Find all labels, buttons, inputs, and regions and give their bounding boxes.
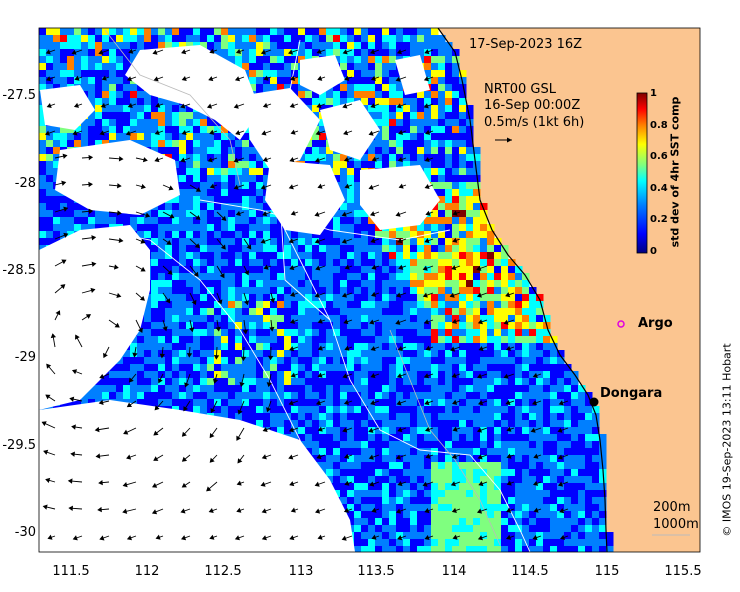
current-product-label: NRT00 GSL xyxy=(484,82,556,97)
dongara-label: Dongara xyxy=(600,386,663,401)
x-tick: 111.5 xyxy=(52,564,90,579)
current-scale-label: 0.5m/s (1kt 6h) xyxy=(484,115,585,130)
x-tick: 114.5 xyxy=(511,564,549,579)
plot-frame xyxy=(38,27,701,553)
x-tick: 115 xyxy=(594,564,620,579)
dongara-marker xyxy=(589,397,599,407)
argo-label: Argo xyxy=(638,316,673,331)
colorbar-tick: 0.8 xyxy=(650,120,668,131)
x-tick: 112 xyxy=(134,564,160,579)
cloud-gaps xyxy=(39,45,440,552)
y-tick: -29 xyxy=(14,350,36,365)
colorbar-tick: 0 xyxy=(650,246,657,257)
isobath-lines xyxy=(99,39,531,552)
y-tick: -29.5 xyxy=(2,438,36,453)
argo-marker xyxy=(617,320,625,328)
x-tick: 115.5 xyxy=(664,564,702,579)
y-tick: -28 xyxy=(14,176,36,191)
colorbar xyxy=(636,92,648,254)
current-time-label: 16-Sep 00:00Z xyxy=(484,98,581,113)
colorbar-tick: 0.6 xyxy=(650,151,668,162)
x-tick: 112.5 xyxy=(204,564,242,579)
colorbar-tick: 1 xyxy=(650,88,657,99)
y-tick: -30 xyxy=(14,525,36,540)
coastline xyxy=(437,28,608,552)
x-tick: 113.5 xyxy=(357,564,395,579)
date-label: 17-Sep-2023 16Z xyxy=(469,37,583,52)
current-vectors xyxy=(41,48,569,541)
colorbar-tick: 0.2 xyxy=(650,214,668,225)
colorbar-tick: 0.4 xyxy=(650,183,668,194)
y-tick: -28.5 xyxy=(2,263,36,278)
isobath-lines-200m xyxy=(104,29,501,546)
isobath-1000m-label: 1000m xyxy=(653,517,699,532)
x-tick: 114 xyxy=(441,564,467,579)
x-tick: 113 xyxy=(288,564,314,579)
isobath-200m-label: 200m xyxy=(653,500,691,515)
y-tick: -27.5 xyxy=(2,88,36,103)
